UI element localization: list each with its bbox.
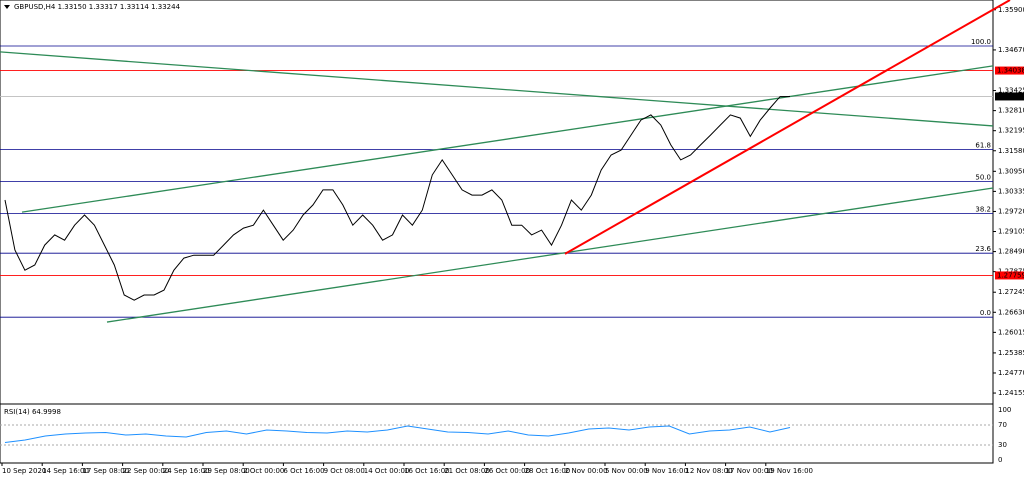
level-label: 1.34038 [997,67,1024,75]
x-tick-label: 28 Oct 16:00 [525,467,571,475]
rsi-tick-label: 70 [998,421,1007,429]
x-tick-label: 9 Oct 08:00 [324,467,365,475]
price-line [4,96,791,301]
y-tick-label: 1.32810 [998,107,1024,115]
x-tick-label: 2 Nov 00:00 [565,467,608,475]
x-tick-label: 6 Oct 16:00 [283,467,324,475]
level-tag [995,92,1024,101]
fib-label: 100.0 [971,38,991,46]
chart-title: GBPUSD,H4 1.33150 1.33317 1.33114 1.3324… [14,3,181,11]
rsi-tick-label: 0 [998,456,1002,464]
trendline [0,51,994,127]
y-tick-label: 1.32195 [998,127,1024,135]
menu-icon[interactable] [4,5,10,9]
plot-frame [0,0,994,464]
rsi-tick-label: 100 [998,406,1011,414]
x-tick-label: 17 Sep 08:00 [82,467,129,475]
y-tick-label: 1.28490 [998,248,1024,256]
y-tick-label: 1.29105 [998,228,1024,236]
x-tick-label: 14 Sep 16:00 [42,467,89,475]
x-tick-label: 5 Nov 00:00 [605,467,648,475]
level-label: 1.33244 [997,92,1024,100]
level-tag [995,271,1024,280]
y-tick-label: 1.26630 [998,308,1024,316]
trendline [21,65,994,213]
x-tick-label: 14 Oct 00:00 [364,467,410,475]
x-tick-label: 12 Nov 08:00 [685,467,732,475]
x-tick-label: 24 Sep 16:00 [163,467,210,475]
x-tick-label: 17 Nov 00:00 [726,467,773,475]
x-tick-label: 29 Sep 08:00 [203,467,250,475]
y-tick-label: 1.33425 [998,87,1024,95]
fib-label: 0.0 [980,309,991,317]
level-label: 1.27759 [997,271,1024,279]
x-tick-label: 9 Nov 16:00 [645,467,688,475]
y-tick-label: 1.24155 [998,389,1024,397]
x-tick-label: 19 Nov 16:00 [766,467,813,475]
trendline [564,0,1011,255]
y-tick-label: 1.27245 [998,288,1024,296]
fib-label: 61.8 [975,142,991,150]
rsi-line [4,425,791,443]
y-tick-label: 1.24770 [998,369,1024,377]
x-tick-label: 16 Oct 16:00 [404,467,450,475]
y-tick-label: 1.26015 [998,328,1024,336]
y-tick-label: 1.35900 [998,6,1024,14]
level-tag [995,66,1024,75]
y-tick-label: 1.34670 [998,46,1024,54]
fib-label: 50.0 [975,174,991,182]
x-tick-label: 10 Sep 2020 [2,467,46,475]
x-tick-label: 22 Sep 00:00 [123,467,170,475]
trendline [106,187,994,323]
y-tick-label: 1.31580 [998,147,1024,155]
rsi-tick-label: 30 [998,441,1007,449]
rsi-title: RSI(14) 64.9998 [4,408,61,416]
x-tick-label: 2 Oct 00:00 [243,467,284,475]
y-tick-label: 1.29720 [998,207,1024,215]
y-tick-label: 1.30950 [998,167,1024,175]
x-tick-label: 21 Oct 08:00 [444,467,490,475]
y-tick-label: 1.30335 [998,187,1024,195]
y-tick-label: 1.25385 [998,349,1024,357]
x-tick-label: 26 Oct 00:00 [484,467,530,475]
fib-label: 38.2 [975,206,991,214]
fib-label: 23.6 [975,245,991,253]
